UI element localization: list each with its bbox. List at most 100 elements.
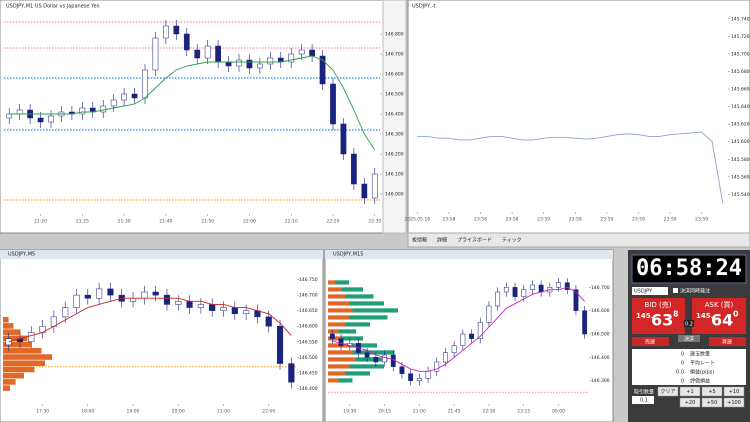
y-tick-label: 145.620 <box>731 122 750 128</box>
chart: USDJPY,M15 146.300 146.400 146.500 146.600 14… <box>328 252 610 415</box>
candle-body <box>152 291 159 296</box>
candle-body <box>194 49 201 59</box>
tab[interactable]: プライスボード <box>457 237 492 244</box>
x-tick-label: 23:58 <box>506 217 519 223</box>
volume-profile-bar <box>328 357 356 362</box>
volume-profile-bar <box>3 348 42 354</box>
qty-button[interactable] <box>723 386 745 397</box>
tab[interactable]: 詳細 <box>437 237 447 244</box>
candle-body <box>163 25 169 39</box>
ask-big: 64 <box>711 311 733 330</box>
candle-body <box>225 61 232 67</box>
candle-body <box>246 59 253 69</box>
x-tick-label: 20:15 <box>378 409 391 415</box>
x-tick-label: 22:20 <box>327 219 340 225</box>
qty-button[interactable] <box>657 386 679 397</box>
y-tick-label: 146.100 <box>385 172 404 178</box>
x-tick-label: 19:30 <box>343 409 356 415</box>
row-value: 0 <box>681 379 684 385</box>
qty-button[interactable] <box>701 397 723 408</box>
qty-button[interactable] <box>701 386 723 397</box>
qty-button-label: +50 <box>707 400 718 406</box>
y-tick-label: 146.200 <box>385 152 404 158</box>
x-tick-label: 23:58 <box>474 217 487 223</box>
y-tick-label: 145.700 <box>731 51 750 57</box>
settle-button[interactable] <box>678 335 700 342</box>
volume-profile-bar <box>328 308 353 313</box>
candle-body <box>5 338 12 346</box>
m1-window <box>0 0 407 234</box>
candle-body <box>186 301 193 308</box>
y-tick-label: 145.640 <box>731 104 750 110</box>
row-value: 0 <box>681 352 684 358</box>
volume-profile-bar <box>338 378 353 383</box>
buy-button[interactable] <box>709 337 746 346</box>
clock-box <box>631 254 747 284</box>
candle-body <box>141 291 148 299</box>
volume-profile-bar <box>328 364 349 369</box>
candle-body <box>6 113 13 119</box>
ask-pip: 0 <box>733 310 739 319</box>
volume-profile-bar <box>328 301 349 306</box>
y-tick-label: 146.550 <box>299 339 318 345</box>
candle-body <box>265 316 272 327</box>
candle-body <box>173 25 180 35</box>
x-tick-label: 23:15 <box>517 409 530 415</box>
tab[interactable]: ティック <box>502 238 522 244</box>
x-tick-label: 19:00 <box>127 409 140 415</box>
candle-body <box>361 183 368 199</box>
y-tick-label: 145.560 <box>731 174 750 180</box>
qty-button[interactable] <box>679 397 701 408</box>
candle-body <box>73 294 80 308</box>
x-tick-label: 22:00 <box>262 409 275 415</box>
checkbox[interactable] <box>673 288 678 293</box>
volume-profile-bar <box>3 372 24 379</box>
ask-box[interactable] <box>692 298 746 334</box>
chart-title: USDJPY,M1 US Dollar vs Japanese Yen <box>6 4 100 10</box>
x-tick-label: 22:10 <box>285 219 298 225</box>
x-tick-label: 00:00 <box>552 409 565 415</box>
y-tick-label: 145.660 <box>731 87 750 93</box>
sell-button[interactable] <box>632 337 669 346</box>
qty-button[interactable] <box>679 386 701 397</box>
y-tick-label: 146.700 <box>299 293 318 299</box>
candle-body <box>236 59 242 67</box>
tab[interactable]: 板情報 <box>412 237 427 244</box>
qty-field[interactable] <box>632 396 654 404</box>
moving-average <box>332 286 585 372</box>
candle-body <box>28 332 35 343</box>
candle-body <box>530 284 535 290</box>
candle-body <box>48 115 54 123</box>
bid-box[interactable] <box>632 298 685 334</box>
x-tick-label: 22:30 <box>368 219 381 225</box>
candle-body <box>220 307 227 311</box>
symbol-select[interactable] <box>632 287 668 295</box>
y-tick-label: 146.600 <box>299 324 318 330</box>
candle-body <box>288 53 295 63</box>
y-tick-label: 146.400 <box>385 112 404 118</box>
volume-profile-bar <box>3 316 9 323</box>
candle-body <box>142 69 148 99</box>
candle-body <box>267 57 274 65</box>
qty-button[interactable] <box>723 397 745 408</box>
order-panel: 06:58:24 USDJPY 決済同時発注 BID (売) ASK (買) 1… <box>628 250 750 422</box>
y-tick-label: 146.600 <box>385 72 404 78</box>
candle-body <box>243 310 250 315</box>
y-tick-label: 146.500 <box>385 92 404 98</box>
candle-body <box>209 304 216 311</box>
candle-body <box>152 37 159 71</box>
x-tick-label: 18:00 <box>81 409 94 415</box>
candle-body <box>121 93 127 101</box>
y-tick-label: 145.740 <box>731 16 750 22</box>
candle-body <box>556 282 561 288</box>
volume-profile-bar <box>338 329 356 334</box>
volume-profile-bar <box>3 379 16 385</box>
rows-box <box>632 349 746 385</box>
y-tick-label: 146.450 <box>299 370 318 376</box>
row-value: 0 <box>681 361 684 367</box>
y-tick-label: 146.500 <box>299 355 318 361</box>
candle-body <box>340 123 347 155</box>
candle-body <box>129 297 137 302</box>
y-tick-label: 145.540 <box>731 192 750 198</box>
volume-profile-bar <box>349 343 377 348</box>
